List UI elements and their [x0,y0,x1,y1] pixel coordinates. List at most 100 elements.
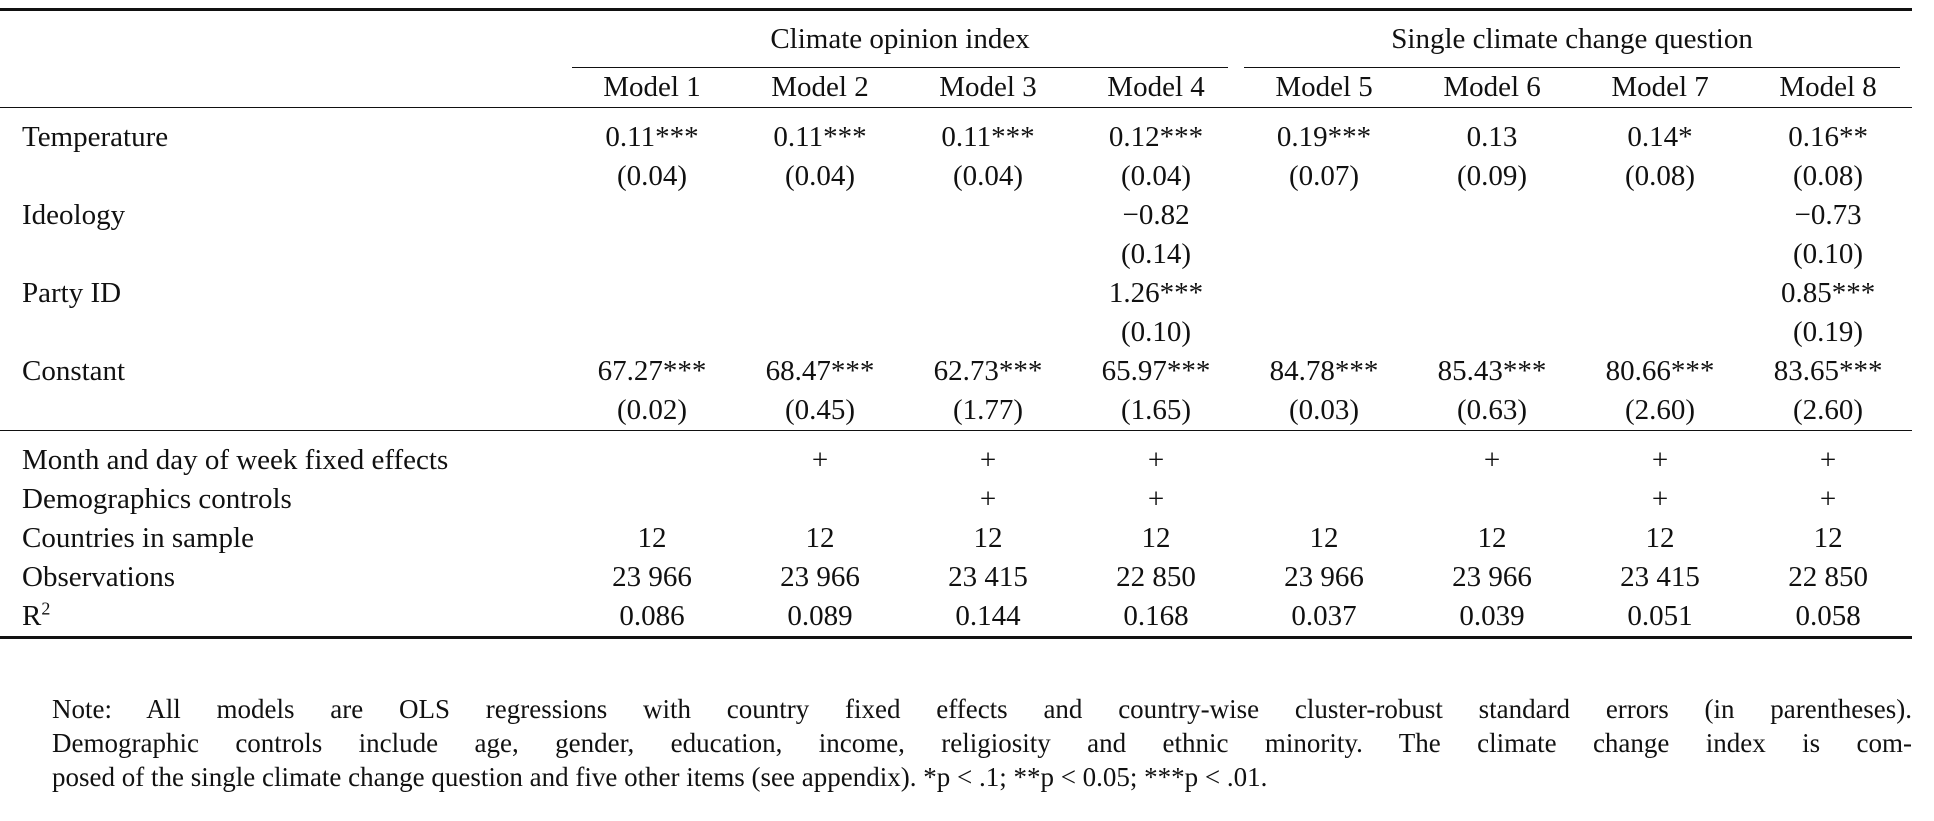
standard-error: (2.60) [1744,391,1913,431]
group-header: Single climate change question [1244,11,1901,68]
empty-cell [904,196,1072,235]
empty-cell [1240,235,1408,274]
control-cell: 12 [805,522,835,554]
row-label: Constant [22,355,126,387]
model-header: Model 1 [568,68,736,108]
row-label: Temperature [22,121,169,153]
coef-row: Party ID 1.26*** 0.85*** [0,274,1912,313]
group-cell: Climate opinion index [568,8,1241,68]
coefficient: 1.26*** [1108,277,1204,309]
empty-cell [904,274,1072,313]
empty-cell [904,313,1072,352]
control-cell: + [811,444,829,476]
stub-cell [0,68,568,108]
note-line: Note: All models are OLS regressions wit… [52,694,1912,724]
standard-error: (0.45) [736,391,904,431]
standard-error: (0.63) [1408,391,1577,431]
control-cell: + [1819,444,1837,476]
coefficient: 0.12*** [1108,121,1204,153]
control-cell: 12 [637,522,667,554]
empty-cell [1240,313,1408,352]
empty-cell [736,235,904,274]
standard-error: (0.19) [1793,316,1864,348]
row-label: Countries in sample [22,522,254,554]
standard-error: (2.60) [1576,391,1745,431]
control-cell: 23 966 [780,561,860,593]
model-header: Model 7 [1576,68,1745,108]
empty-cell [1576,313,1744,352]
empty-cell [1240,480,1408,519]
coefficient: 0.11*** [941,121,1035,153]
coef-row: Temperature 0.11*** 0.11*** 0.11*** 0.12*** 0… [0,108,1912,158]
regression-table: Climate opinion index Single climate chan… [0,8,1913,639]
empty-cell [568,431,736,481]
coefficient: 84.78*** [1269,355,1379,387]
coefficient: 0.13 [1466,121,1518,153]
stub-cell [0,313,568,352]
control-cell: + [1819,483,1837,515]
stub-cell [0,8,568,68]
table: Climate opinion index Single climate chan… [0,8,1913,639]
row-label: Party ID [22,277,122,309]
control-cell: + [1147,483,1165,515]
empty-cell [568,274,736,313]
se-row: (0.14) (0.10) [0,235,1912,274]
empty-cell [1408,196,1576,235]
model-header: Model 6 [1408,68,1577,108]
control-row: Observations 23 966 23 966 23 415 22 850 23 9… [0,558,1912,597]
model-header: Model 4 [1072,68,1241,108]
coefficient: 0.11*** [773,121,867,153]
empty-cell [1240,274,1408,313]
coefficient: 85.43*** [1437,355,1547,387]
control-cell: 0.039 [1408,597,1577,639]
model-header-row: Model 1 Model 2 Model 3 Model 4 Model 5 Model… [0,68,1913,108]
model-header: Model 3 [904,68,1072,108]
coefficient: 80.66*** [1605,355,1715,387]
coefficient: 0.11*** [605,121,699,153]
se-row: (0.04) (0.04) (0.04) (0.04) (0.07) (0.09) (0.0… [0,157,1912,196]
coefficient: 83.65*** [1773,355,1883,387]
empty-cell [736,313,904,352]
empty-cell [1408,480,1576,519]
note-line: posed of the single climate change quest… [52,762,1268,792]
standard-error: (0.14) [1120,238,1192,270]
stub-cell [0,157,568,196]
coefficient: −0.82 [1122,199,1190,231]
control-cell: 22 850 [1788,561,1868,593]
model-header: Model 5 [1240,68,1409,108]
empty-cell [904,235,1072,274]
coefficient: 67.27*** [597,355,707,387]
control-cell: 0.037 [1240,597,1409,639]
control-cell: + [1483,444,1501,476]
control-cell: + [1651,483,1669,515]
control-cell: 0.168 [1072,597,1241,639]
empty-cell [1408,274,1576,313]
model-header: Model 8 [1744,68,1913,108]
group-header-row: Climate opinion index Single climate chan… [0,8,1913,68]
empty-cell [1576,235,1744,274]
control-row: Demographics controls + + + + [0,480,1912,519]
control-cell: 0.058 [1744,597,1913,639]
control-cell: 12 [1813,522,1843,554]
row-label: Observations [22,561,176,593]
label-text: R [22,600,42,632]
control-row: Month and day of week fixed effects + + + + +… [0,431,1912,481]
empty-cell [736,196,904,235]
note-line: Demographic controls include age, gender… [52,728,1912,758]
control-cell: 0.086 [568,597,736,639]
standard-error: (0.08) [1793,160,1864,192]
control-cell: 23 415 [1620,561,1700,593]
control-cell: + [1651,444,1669,476]
stub-cell [0,391,568,431]
control-cell: 0.089 [736,597,904,639]
control-cell: 12 [1309,522,1339,554]
empty-cell [1240,196,1408,235]
coef-row: Ideology −0.82 −0.73 [0,196,1912,235]
control-cell: 12 [1645,522,1675,554]
stub-cell [0,235,568,274]
standard-error: (0.04) [952,160,1024,192]
standard-error: (0.10) [1793,238,1864,270]
se-row: (0.10) (0.19) [0,313,1912,352]
coefficient: 68.47*** [765,355,875,387]
